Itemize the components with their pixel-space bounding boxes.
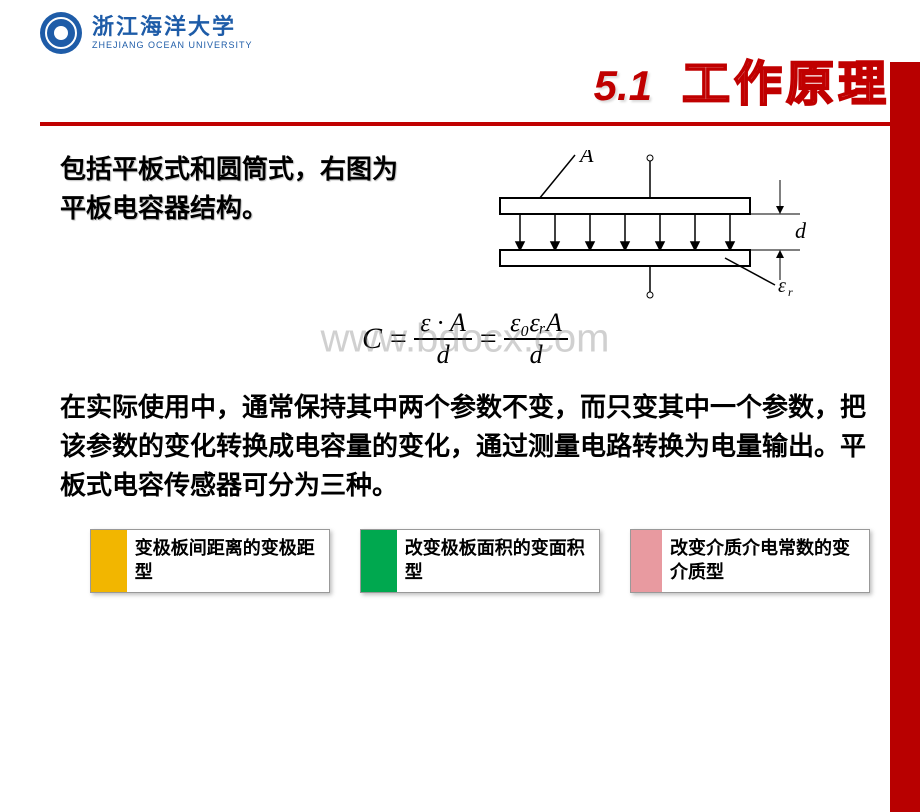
university-name-cn: 浙江海洋大学 <box>92 16 253 38</box>
capacitance-formula: C = ε · A d = ε₀εᵣA d <box>362 310 568 368</box>
university-logo <box>40 12 82 54</box>
type-swatch-3 <box>631 530 662 592</box>
formula-eq2: = <box>478 322 498 356</box>
formula-frac2: ε₀εᵣA d <box>504 310 568 368</box>
formula-frac1: ε · A d <box>414 310 472 368</box>
slide-title-row: 5.1 工作原理 <box>0 44 920 114</box>
content-area: 包括平板式和圆筒式，右图为平板电容器结构。 A <box>0 126 920 505</box>
type-box-3: 改变介质介电常数的变介质型 <box>630 529 870 593</box>
intro-row: 包括平板式和圆筒式，右图为平板电容器结构。 A <box>60 150 870 300</box>
type-swatch-2 <box>361 530 397 592</box>
type-box-1: 变极板间距离的变极距型 <box>90 529 330 593</box>
diagram-label-d: d <box>795 218 807 243</box>
diagram-label-A: A <box>578 150 594 167</box>
svg-text:r: r <box>788 285 793 299</box>
capacitor-diagram: A d <box>450 150 870 300</box>
type-box-2: 改变极板面积的变面积型 <box>360 529 600 593</box>
university-name-en: ZHEJIANG OCEAN UNIVERSITY <box>92 40 253 50</box>
type-label-3: 改变介质介电常数的变介质型 <box>662 530 869 592</box>
paragraph-2: 在实际使用中，通常保持其中两个参数不变，而只变其中一个参数，把该参数的变化转换成… <box>60 388 870 505</box>
formula-lhs: C <box>362 322 382 356</box>
formula-eq1: = <box>388 322 408 356</box>
section-title: 工作原理 <box>682 44 890 114</box>
diagram-label-eps: ε <box>778 275 786 297</box>
types-row: 变极板间距离的变极距型 改变极板面积的变面积型 改变介质介电常数的变介质型 <box>0 505 920 593</box>
intro-text: 包括平板式和圆筒式，右图为平板电容器结构。 <box>60 150 420 300</box>
university-name-block: 浙江海洋大学 ZHEJIANG OCEAN UNIVERSITY <box>92 16 253 50</box>
type-label-2: 改变极板面积的变面积型 <box>397 530 599 592</box>
formula-block: www.bdocx.com C = ε · A d = ε₀εᵣA d <box>60 310 870 368</box>
type-label-1: 变极板间距离的变极距型 <box>127 530 329 592</box>
section-number: 5.1 <box>594 62 652 110</box>
type-swatch-1 <box>91 530 127 592</box>
